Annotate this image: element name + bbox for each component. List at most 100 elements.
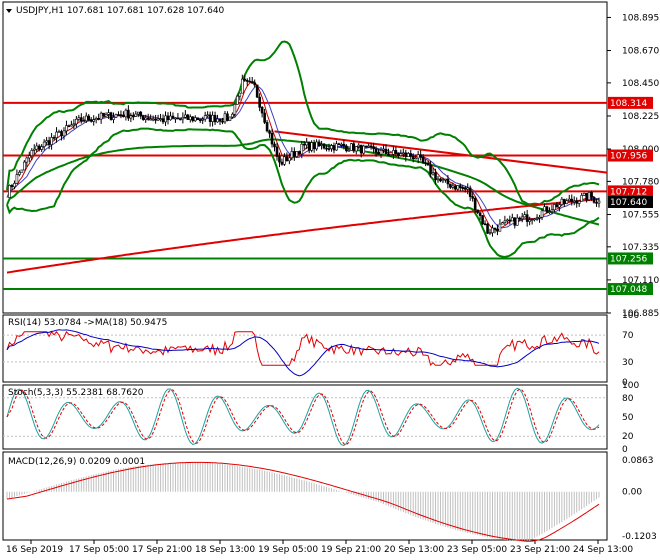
- candle-body: [384, 148, 388, 155]
- panel-frame-sto: [2, 384, 608, 450]
- candle-body: [392, 150, 395, 155]
- candle-body: [597, 200, 601, 204]
- candle-body: [174, 117, 177, 120]
- stoch-tick-label: 0: [622, 445, 628, 455]
- candle-body: [402, 152, 405, 155]
- panel-frame-macd: [2, 451, 608, 541]
- candle-body: [471, 196, 474, 199]
- candle-body: [82, 120, 86, 123]
- candle-body: [325, 147, 328, 150]
- candle-body: [231, 113, 234, 118]
- macd-header: MACD(12,26,9) 0.0209 0.0001: [8, 457, 145, 467]
- level-label-4: 107.256: [610, 254, 647, 264]
- candle-body: [154, 118, 157, 121]
- candle-body: [176, 117, 180, 120]
- candle-body: [40, 146, 43, 150]
- candle-body: [102, 112, 105, 117]
- level-label-box-2: [608, 185, 653, 198]
- candle-body: [394, 150, 398, 154]
- price-tick-label: 108.450: [622, 79, 659, 89]
- candle-body: [122, 114, 125, 118]
- candle-body: [481, 215, 484, 225]
- candle-body: [283, 156, 286, 165]
- rsi-tick-label: 30: [622, 358, 634, 368]
- candle-body: [399, 153, 403, 156]
- level-label-2: 107.712: [610, 187, 647, 197]
- candle-body: [567, 198, 571, 201]
- candle-body: [141, 115, 145, 120]
- candle-body: [362, 145, 365, 154]
- candle-body: [491, 227, 494, 234]
- candle-body: [587, 192, 591, 201]
- level-label-5: 107.048: [610, 285, 647, 295]
- time-tick-label: 19 Sep 05:00: [258, 545, 318, 555]
- candle-body: [580, 195, 583, 202]
- candle-body: [191, 116, 195, 122]
- candle-body: [89, 119, 93, 122]
- candle-body: [354, 146, 358, 152]
- candle-body: [461, 187, 465, 189]
- level-label-box-0: [608, 96, 653, 109]
- stoch-k-line: [6, 387, 600, 447]
- candle-body: [300, 143, 304, 155]
- candle-body: [179, 118, 182, 121]
- candle-body: [248, 80, 252, 83]
- candle-body: [451, 185, 455, 188]
- time-tick-label: 18 Sep 13:00: [195, 545, 255, 555]
- ma-200: [6, 198, 600, 274]
- candle-body: [513, 217, 517, 226]
- candle-body: [486, 223, 489, 234]
- level-label-box-3: [608, 195, 653, 208]
- time-tick-label: 16 Sep 2019: [6, 545, 63, 555]
- rsi-tick-label: 100: [622, 311, 639, 321]
- candle-body: [184, 114, 187, 118]
- candle-body: [117, 114, 120, 116]
- candle-body: [473, 197, 477, 211]
- candle-body: [508, 219, 512, 222]
- candle-body: [253, 82, 256, 86]
- candle-body: [590, 192, 593, 198]
- candle-body: [265, 122, 269, 132]
- level-label-box-1: [608, 149, 653, 162]
- candle-body: [530, 219, 534, 221]
- candle-body: [335, 143, 338, 151]
- candle-body: [226, 113, 229, 121]
- candle-body: [45, 140, 48, 143]
- ma-medium: [6, 85, 600, 229]
- candle-body: [293, 151, 296, 157]
- candle-body: [15, 174, 19, 184]
- stoch-d-line: [6, 388, 600, 446]
- candle-body: [302, 143, 306, 146]
- candle-body: [352, 143, 356, 152]
- candle-body: [8, 185, 11, 198]
- rsi-ma-line: [6, 329, 600, 377]
- candle-body: [104, 114, 108, 117]
- candle-body: [466, 187, 470, 190]
- candle-body: [382, 148, 385, 151]
- candle-body: [169, 115, 172, 121]
- candle-body: [260, 106, 264, 114]
- candle-body: [151, 118, 155, 121]
- candle-body: [213, 115, 217, 123]
- candle-body: [30, 150, 34, 157]
- candle-body: [535, 217, 539, 220]
- candle-body: [107, 112, 110, 115]
- candle-body: [211, 115, 214, 122]
- candle-body: [369, 145, 373, 148]
- macd-histogram: [6, 462, 600, 543]
- candle-body: [511, 217, 514, 222]
- ma-100: [6, 138, 600, 226]
- candle-body: [258, 96, 261, 108]
- candle-body: [290, 151, 294, 159]
- candle-body: [439, 178, 442, 182]
- candle-body: [270, 133, 274, 145]
- candle-body: [540, 210, 544, 218]
- candle-body: [32, 148, 36, 151]
- candle-body: [397, 153, 400, 156]
- price-tick-label: 108.225: [622, 112, 659, 122]
- candle-body: [372, 146, 375, 150]
- candle-body: [65, 125, 68, 132]
- candle-body: [332, 145, 336, 151]
- candle-body: [421, 156, 425, 164]
- candle-body: [50, 137, 53, 145]
